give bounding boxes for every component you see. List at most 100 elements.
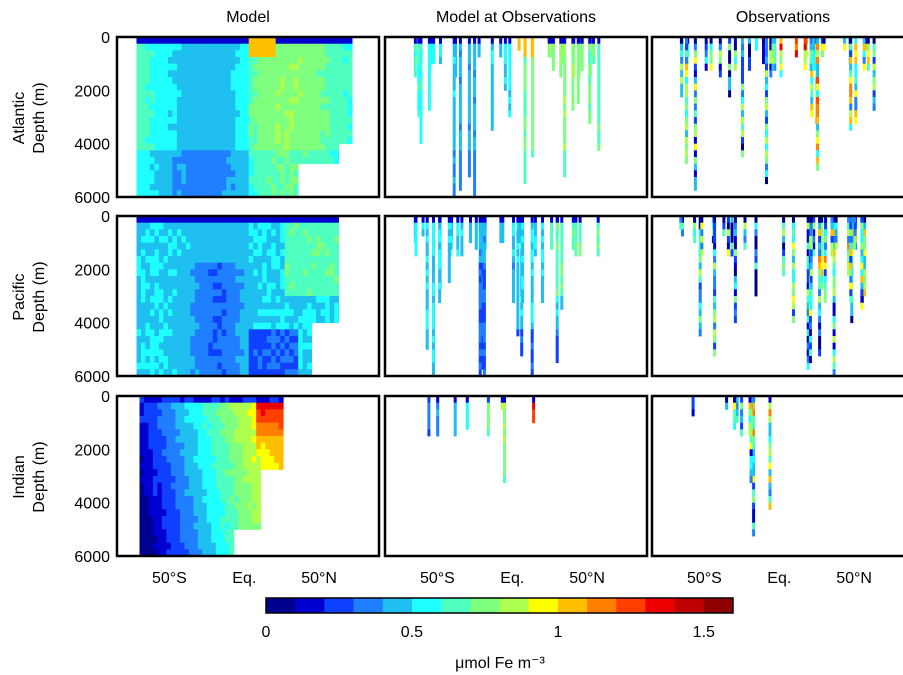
- heat-cell: [508, 37, 512, 45]
- heat-cell: [597, 130, 601, 138]
- heat-cell: [253, 57, 259, 65]
- heat-cell: [307, 236, 312, 244]
- heat-cell: [266, 256, 272, 264]
- heat-cell: [490, 83, 494, 91]
- heat-cell: [239, 90, 245, 98]
- heat-cell: [280, 137, 286, 145]
- heat-cell: [208, 349, 214, 357]
- heat-cell: [503, 402, 506, 410]
- heat-cell: [248, 222, 254, 230]
- heat-cell: [185, 282, 191, 290]
- heat-cell: [208, 57, 214, 65]
- heat-cell: [235, 103, 241, 111]
- heat-cell: [235, 97, 241, 105]
- heat-cell: [685, 157, 688, 165]
- heat-cell: [181, 117, 187, 125]
- heat-cell: [818, 229, 822, 237]
- heat-cell: [482, 322, 486, 330]
- heat-cell: [824, 236, 828, 244]
- heat-cell: [467, 110, 471, 118]
- heat-cell: [257, 150, 263, 158]
- heat-cell: [820, 282, 824, 290]
- heat-cell: [176, 177, 182, 185]
- heat-cell: [685, 50, 688, 58]
- heat-cell: [208, 97, 214, 105]
- heat-cell: [239, 50, 245, 58]
- heat-cell: [244, 316, 250, 324]
- heat-cell: [208, 117, 214, 125]
- heat-cell: [203, 236, 209, 244]
- heat-cell: [302, 117, 308, 125]
- heat-cell: [202, 416, 208, 424]
- heat-cell: [170, 522, 176, 530]
- heat-cell: [439, 43, 442, 51]
- heat-cell: [172, 77, 178, 85]
- heat-cell: [262, 190, 268, 198]
- heat-cell: [212, 249, 218, 257]
- heat-cell: [818, 302, 822, 310]
- heat-cell: [199, 242, 205, 250]
- heat-cell: [197, 516, 203, 524]
- heat-cell: [175, 422, 181, 430]
- heat-cell: [316, 316, 321, 324]
- heat-cell: [257, 229, 263, 237]
- heat-cell: [302, 157, 308, 165]
- heat-cell: [280, 222, 286, 230]
- heat-cell: [152, 436, 158, 444]
- heat-cell: [212, 130, 218, 138]
- heat-cell: [212, 236, 218, 244]
- heat-cell: [244, 37, 250, 45]
- heat-cell: [143, 482, 149, 490]
- heat-cell: [430, 57, 434, 65]
- heat-cell: [152, 402, 158, 410]
- heat-cell: [185, 356, 191, 364]
- heat-cell: [141, 43, 146, 51]
- heat-cell: [253, 50, 259, 58]
- row-labels: Atlantic Depth (m) Pacific Depth (m) Ind…: [11, 82, 48, 512]
- heat-cell: [229, 516, 235, 524]
- heat-cell: [154, 302, 160, 310]
- heat-cell: [343, 83, 348, 91]
- heat-cell: [167, 349, 173, 357]
- heat-cell: [158, 177, 164, 185]
- heat-cell: [170, 409, 176, 417]
- heat-cell: [154, 349, 160, 357]
- heat-cell: [221, 349, 227, 357]
- heat-cell: [233, 522, 239, 530]
- heat-cell: [235, 216, 241, 224]
- heat-cell: [419, 37, 423, 45]
- heat-cell: [154, 342, 160, 350]
- heat-cell: [863, 269, 867, 277]
- heat-cell: [347, 63, 353, 71]
- heat-cell: [334, 57, 339, 65]
- heat-cell: [860, 229, 864, 237]
- heat-cell: [208, 77, 214, 85]
- heat-cell: [212, 242, 218, 250]
- heat-cell: [550, 242, 554, 250]
- heat-cell: [253, 37, 259, 45]
- heat-cell: [517, 222, 521, 230]
- heat-cell: [771, 37, 775, 45]
- heat-cell: [239, 103, 245, 111]
- depth-tick-label: 0: [101, 209, 110, 226]
- heat-cell: [229, 402, 235, 410]
- heat-cell: [230, 37, 236, 45]
- heat-cell: [501, 236, 505, 244]
- heat-cell: [190, 262, 196, 270]
- heat-cell: [860, 216, 864, 224]
- heat-cell: [167, 289, 173, 297]
- heat-cell: [157, 436, 163, 444]
- heat-cell: [427, 83, 431, 91]
- heat-cell: [253, 329, 259, 337]
- heat-cell: [181, 50, 187, 58]
- heat-cell: [473, 183, 477, 191]
- heat-cell: [238, 416, 244, 424]
- colorbar-cells: [266, 598, 734, 613]
- heat-cell: [239, 97, 245, 105]
- heat-cell: [830, 236, 834, 244]
- heat-cell: [850, 309, 854, 317]
- heat-cell: [560, 276, 564, 284]
- heat-cell: [284, 83, 290, 91]
- heat-cell: [547, 50, 551, 58]
- heat-cell: [862, 37, 866, 45]
